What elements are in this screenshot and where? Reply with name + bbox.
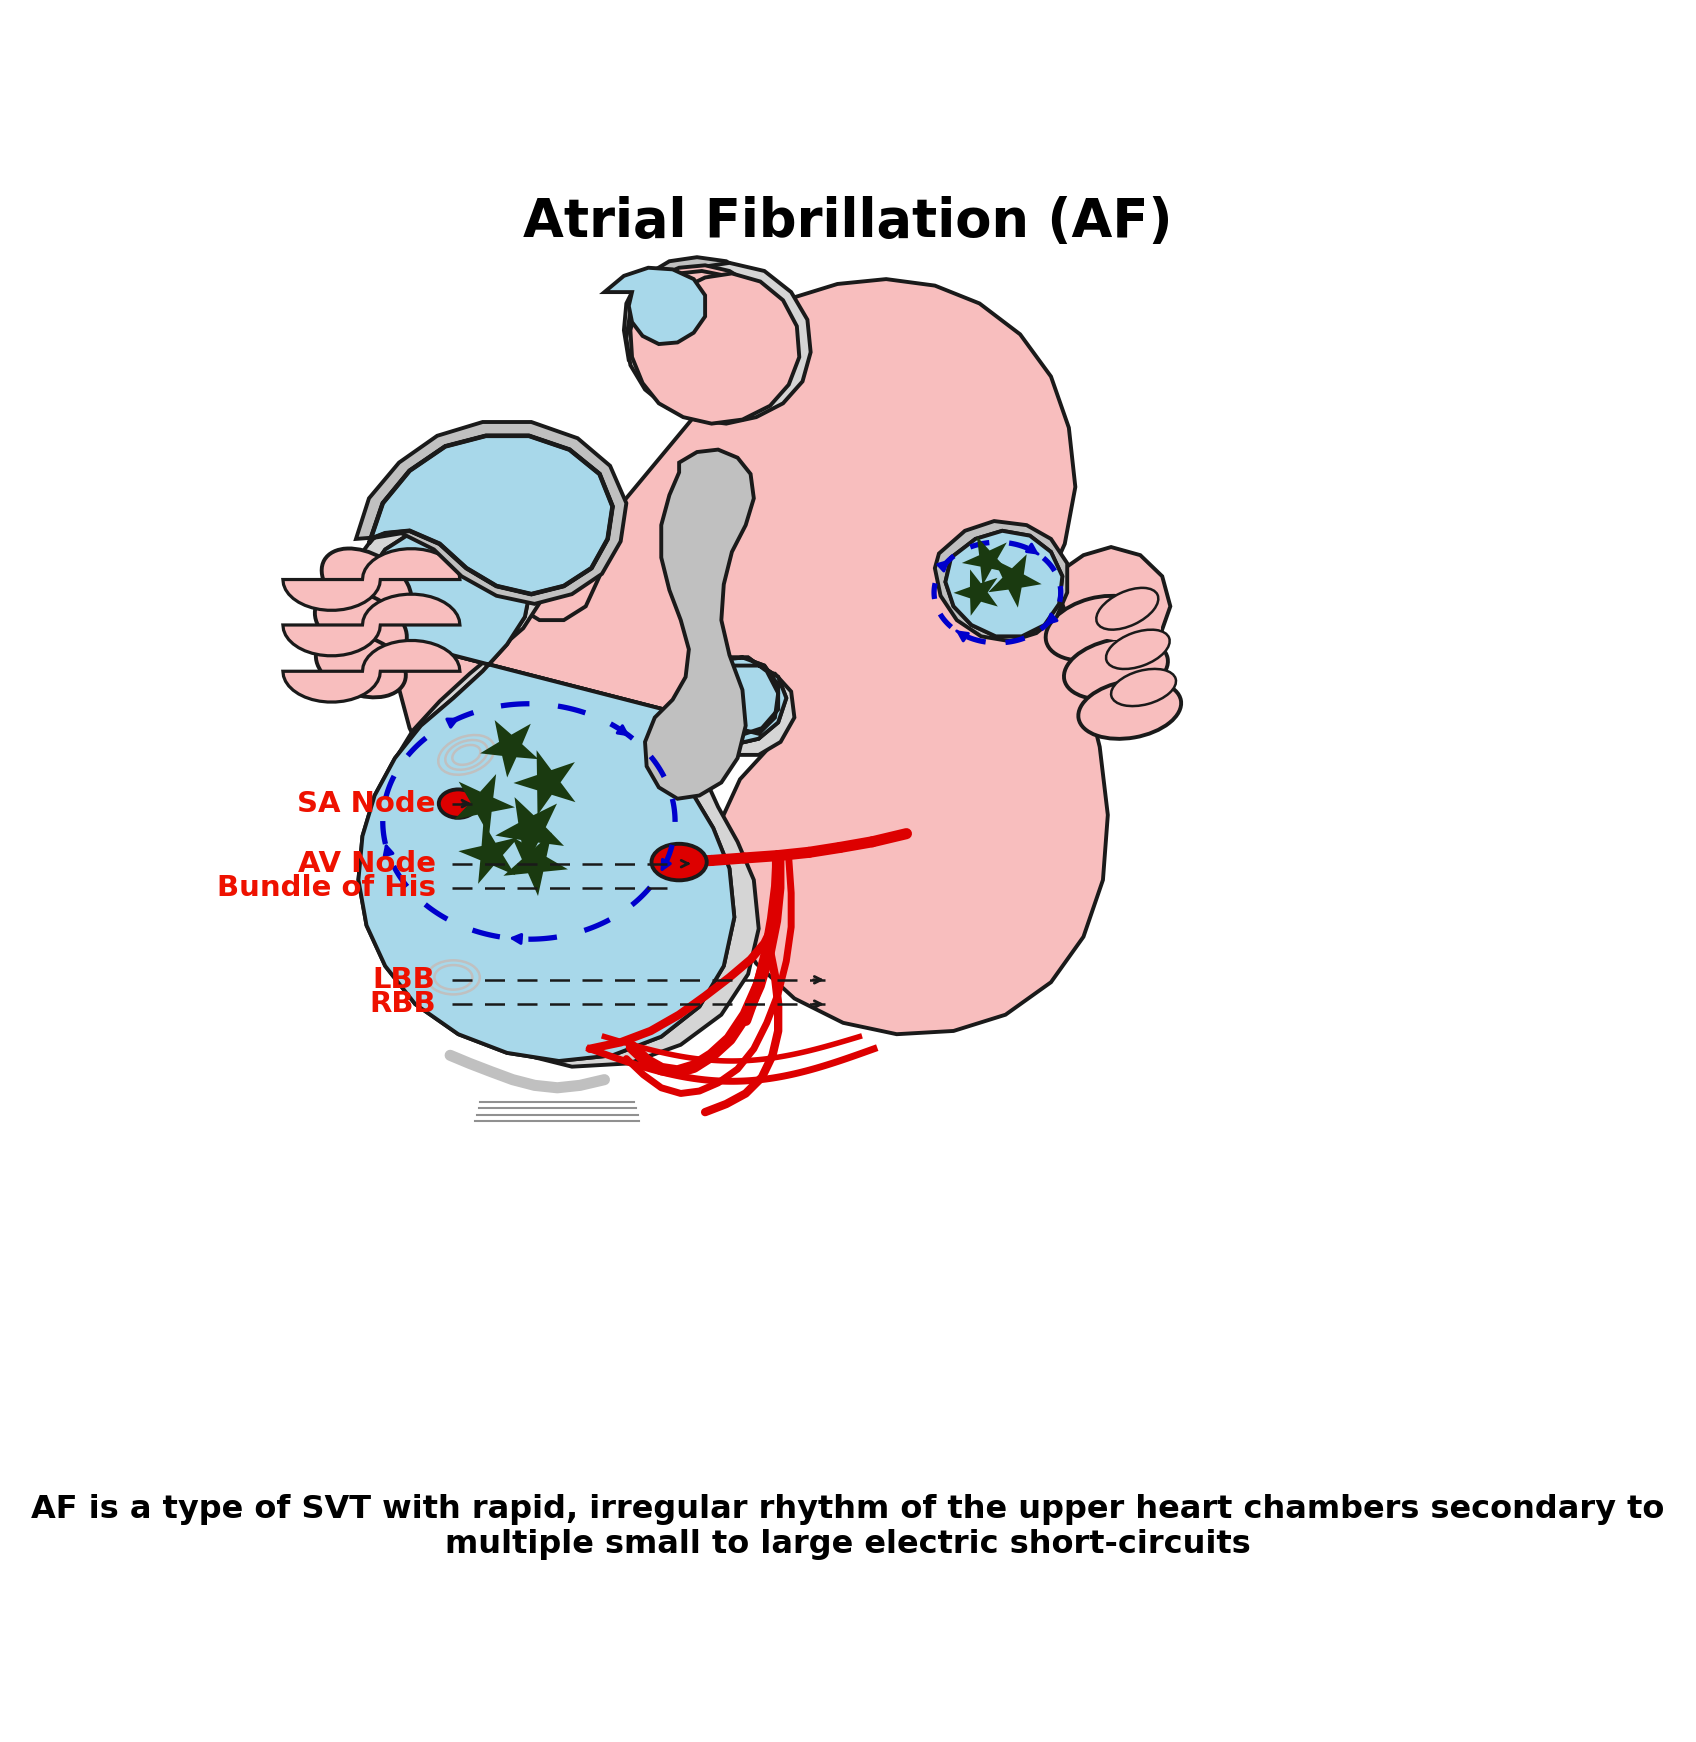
Polygon shape [480, 719, 539, 777]
Polygon shape [953, 570, 997, 615]
Text: multiple small to large electric short-circuits: multiple small to large electric short-c… [444, 1528, 1252, 1559]
Text: SA Node: SA Node [297, 789, 436, 817]
Polygon shape [371, 436, 612, 594]
Polygon shape [934, 521, 1067, 641]
Polygon shape [651, 272, 770, 375]
Ellipse shape [315, 634, 405, 697]
Polygon shape [962, 537, 1011, 585]
Polygon shape [495, 798, 565, 866]
Ellipse shape [322, 549, 412, 620]
Text: AF is a type of SVT with rapid, irregular rhythm of the upper heart chambers sec: AF is a type of SVT with rapid, irregula… [31, 1495, 1665, 1526]
Polygon shape [348, 521, 787, 1061]
Polygon shape [624, 258, 778, 404]
Ellipse shape [651, 843, 707, 880]
Polygon shape [458, 822, 519, 883]
Ellipse shape [1106, 629, 1170, 669]
Ellipse shape [1063, 638, 1169, 700]
Polygon shape [348, 521, 787, 1061]
Polygon shape [283, 594, 460, 655]
Polygon shape [631, 273, 799, 423]
Text: RBB: RBB [370, 989, 436, 1017]
Ellipse shape [1096, 587, 1158, 629]
Polygon shape [945, 531, 1062, 636]
Polygon shape [626, 263, 811, 423]
Text: Atrial Fibrillation (AF): Atrial Fibrillation (AF) [524, 197, 1172, 249]
Polygon shape [504, 833, 568, 895]
Polygon shape [370, 429, 607, 596]
Polygon shape [356, 422, 626, 604]
Ellipse shape [1079, 679, 1180, 739]
Text: LBB: LBB [373, 965, 436, 993]
Polygon shape [945, 531, 1062, 636]
Text: AV Node: AV Node [297, 850, 436, 878]
Polygon shape [283, 641, 460, 702]
Polygon shape [644, 449, 753, 800]
Polygon shape [371, 436, 612, 594]
Ellipse shape [315, 591, 407, 660]
Text: Bundle of His: Bundle of His [217, 874, 436, 902]
Ellipse shape [439, 789, 478, 817]
Polygon shape [283, 549, 460, 610]
Polygon shape [331, 500, 794, 1066]
Polygon shape [604, 268, 706, 345]
Polygon shape [644, 272, 762, 381]
Polygon shape [393, 279, 1170, 1035]
Polygon shape [455, 773, 516, 836]
Polygon shape [989, 554, 1041, 608]
Polygon shape [638, 265, 772, 392]
Ellipse shape [1111, 669, 1175, 706]
Ellipse shape [1046, 596, 1148, 660]
Polygon shape [514, 751, 575, 815]
